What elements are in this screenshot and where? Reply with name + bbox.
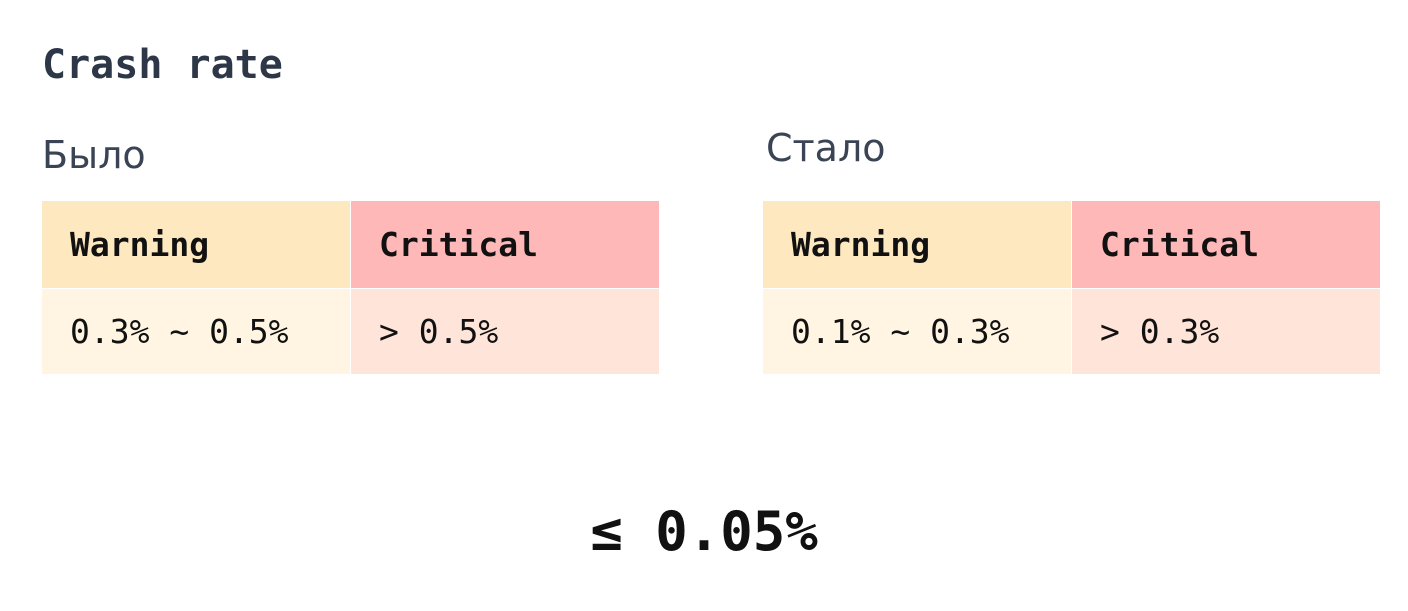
cell: 0.1% ~ 0.3% [762, 288, 1072, 375]
before-table: Warning Critical 0.3% ~ 0.5% > 0.5% [41, 200, 660, 375]
header-cell: Critical [350, 200, 660, 289]
body-row: 0.3% ~ 0.5% > 0.5% [41, 288, 660, 375]
header-cell: Warning [41, 200, 351, 289]
cell: 0.3% ~ 0.5% [41, 288, 351, 375]
after-label: Стало [766, 126, 886, 170]
cell: > 0.3% [1071, 288, 1381, 375]
cell: > 0.5% [350, 288, 660, 375]
header-cell: Critical [1071, 200, 1381, 289]
header-cell: Warning [762, 200, 1072, 289]
header-row: Warning Critical [41, 200, 660, 289]
target: ≤ 0.05% [590, 500, 818, 563]
title: Crash rate [42, 42, 283, 88]
body-row: 0.1% ~ 0.3% > 0.3% [762, 288, 1381, 375]
header-row: Warning Critical [762, 200, 1381, 289]
after-table: Warning Critical 0.1% ~ 0.3% > 0.3% [762, 200, 1381, 375]
before-label: Было [42, 133, 146, 177]
